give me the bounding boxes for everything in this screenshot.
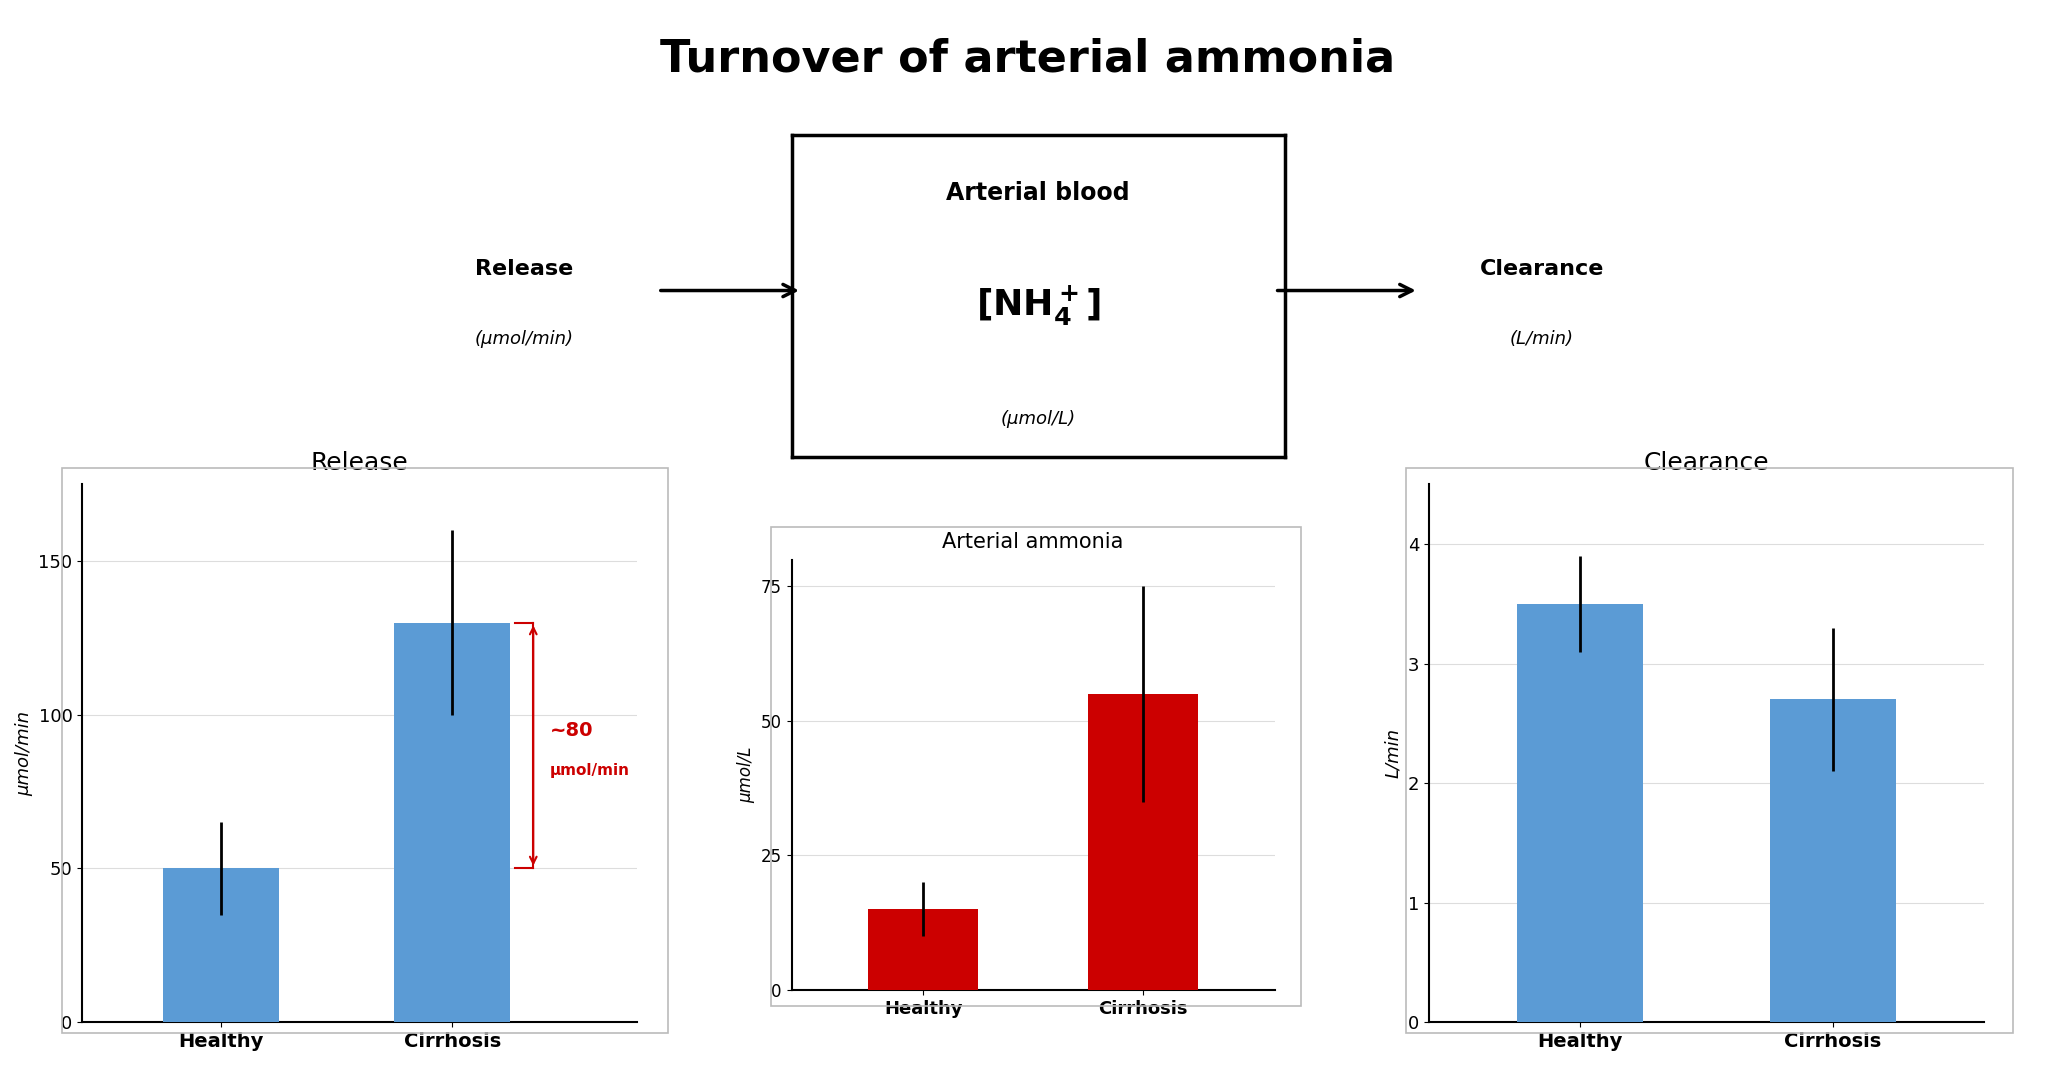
Text: (L/min): (L/min) xyxy=(1509,330,1575,348)
Text: μmol/min: μmol/min xyxy=(549,763,629,778)
Text: Arterial blood: Arterial blood xyxy=(946,181,1131,204)
Bar xyxy=(1517,604,1643,1022)
Text: Clearance: Clearance xyxy=(1480,259,1604,279)
Title: Clearance: Clearance xyxy=(1643,451,1770,476)
Text: $\mathbf{[NH_4^+]}$: $\mathbf{[NH_4^+]}$ xyxy=(977,283,1100,328)
Bar xyxy=(1088,694,1199,990)
Text: (μmol/L): (μmol/L) xyxy=(1001,410,1075,427)
Bar xyxy=(395,623,510,1022)
Y-axis label: μmol/L: μmol/L xyxy=(738,747,755,803)
Text: Turnover of arterial ammonia: Turnover of arterial ammonia xyxy=(660,38,1396,81)
Text: Release: Release xyxy=(475,259,574,279)
Bar xyxy=(868,909,979,990)
Y-axis label: μmol/min: μmol/min xyxy=(14,711,33,795)
Text: (μmol/min): (μmol/min) xyxy=(475,330,574,348)
Title: Arterial ammonia: Arterial ammonia xyxy=(942,533,1125,552)
Y-axis label: L/min: L/min xyxy=(1384,728,1402,778)
Text: ~80: ~80 xyxy=(549,721,592,739)
Title: Release: Release xyxy=(310,451,409,476)
Bar xyxy=(162,868,280,1022)
Bar xyxy=(1770,699,1896,1022)
